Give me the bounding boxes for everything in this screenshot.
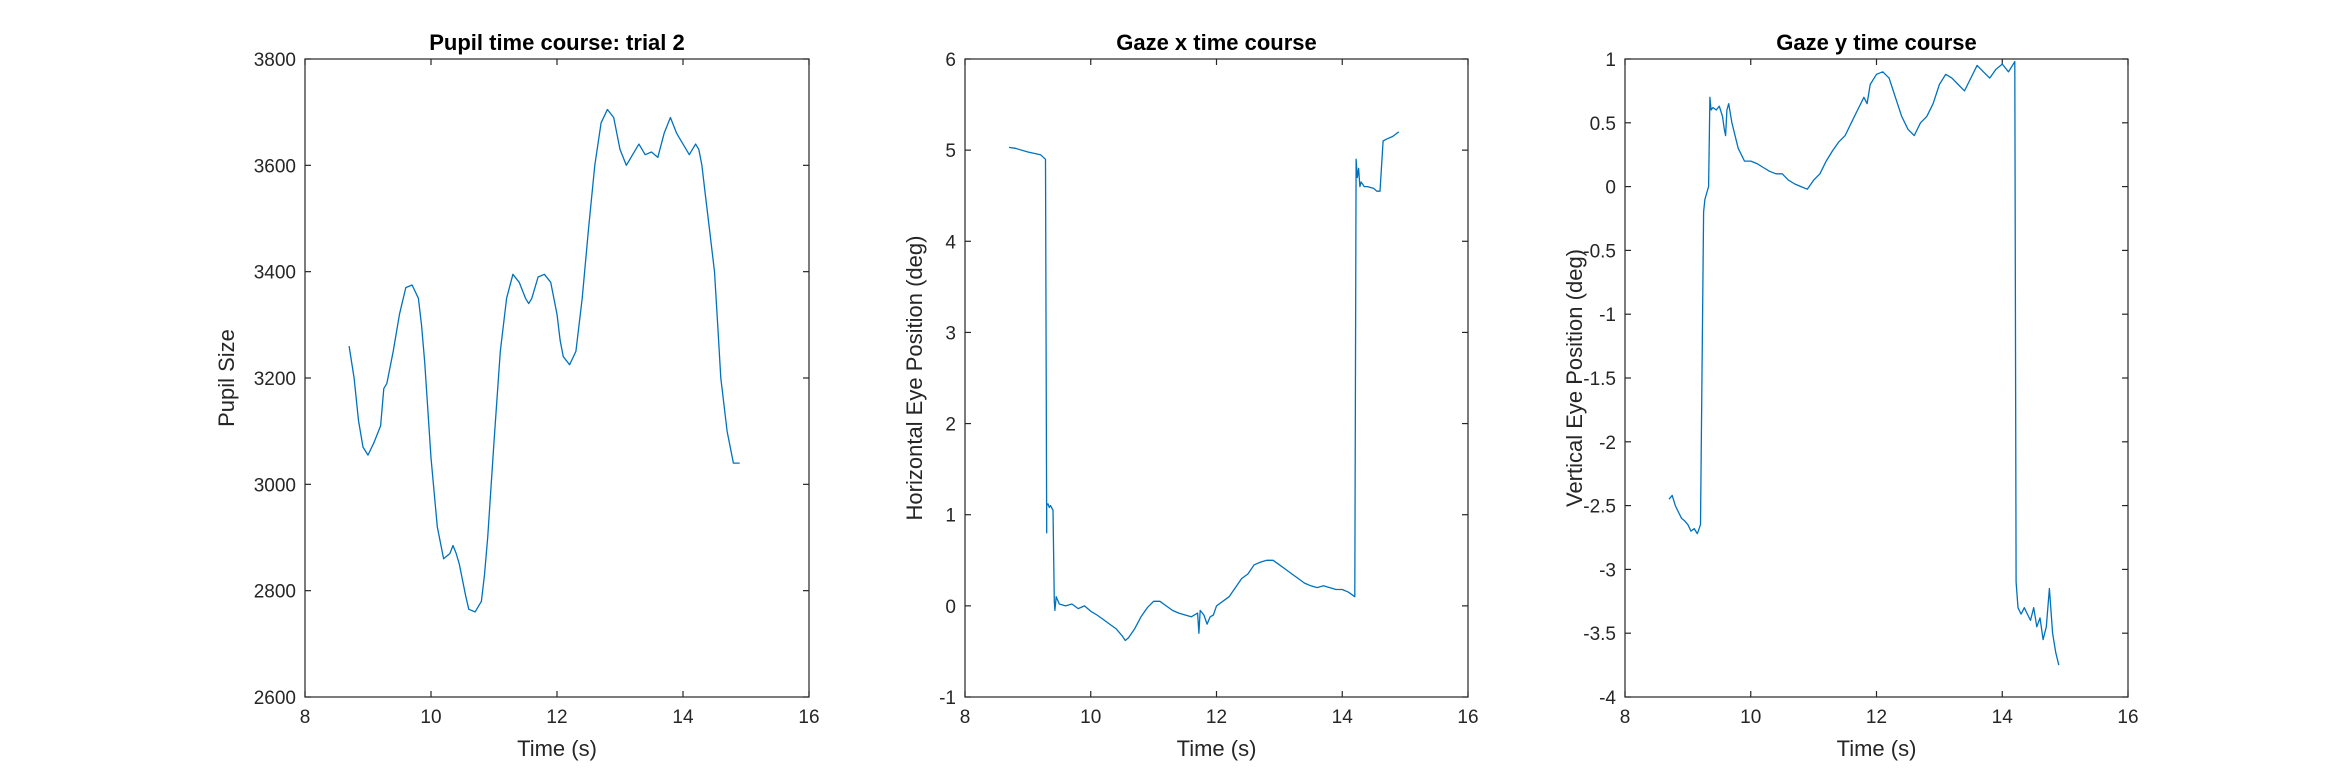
- chart-panel-3: 8 10 12 14 16 -4 -3.5 -3 -2.5 -2 -1.5 -1 -0.5 0 0.5 1 Ga…: [1562, 30, 2139, 761]
- y-tick-label: 0: [1605, 178, 1616, 199]
- axes-box: [1624, 58, 2129, 698]
- y-axis-label: Vertical Eye Position (deg): [1562, 249, 1587, 507]
- y-tick-label: -3.5: [1583, 624, 1616, 645]
- y-tick-label: 0: [945, 597, 956, 618]
- x-tick-label: 8: [960, 707, 971, 728]
- series-line-1: [1668, 60, 2060, 666]
- chart-title: Gaze x time course: [1116, 30, 1317, 55]
- y-tick-label: 6: [945, 50, 956, 71]
- y-tick-label: 2600: [254, 688, 296, 709]
- y-tick-label: -2: [1599, 433, 1616, 454]
- x-tick-label: 16: [798, 707, 819, 728]
- y-tick-label: -1.5: [1583, 369, 1616, 390]
- y-tick-label: 3: [945, 323, 956, 344]
- x-tick-label: 10: [420, 707, 441, 728]
- y-tick-label: 3600: [254, 156, 296, 177]
- series-line-1: [348, 108, 740, 613]
- x-tick-label: 14: [1992, 707, 2014, 728]
- y-tick-label: 3400: [254, 263, 296, 284]
- x-axis-label: Time (s): [1837, 736, 1917, 761]
- y-tick-label: 2: [945, 415, 956, 436]
- y-tick-label: -1: [939, 688, 956, 709]
- chart-panel-1: 8 10 12 14 16 2600 2800 3000 3200 3400 3600 3800 Pup…: [214, 30, 820, 761]
- y-axis-label: Horizontal Eye Position (deg): [902, 236, 927, 521]
- y-tick-label: -2.5: [1583, 497, 1616, 518]
- chart-title: Gaze y time course: [1776, 30, 1977, 55]
- y-tick-label: 5: [945, 141, 956, 162]
- x-tick-label: 8: [1620, 707, 1631, 728]
- y-tick-label: 2800: [254, 582, 296, 603]
- x-tick-label: 8: [300, 707, 311, 728]
- x-tick-label: 10: [1080, 707, 1101, 728]
- y-tick-label: -0.5: [1583, 241, 1616, 262]
- x-tick-label: 16: [2117, 707, 2138, 728]
- chart-title: Pupil time course: trial 2: [429, 30, 685, 55]
- x-axis-label: Time (s): [1177, 736, 1257, 761]
- series-line-1: [1008, 131, 1400, 642]
- x-tick-label: 12: [546, 707, 567, 728]
- y-tick-label: 3000: [254, 475, 296, 496]
- y-tick-label: 0.5: [1590, 114, 1616, 135]
- y-tick-label: -4: [1599, 688, 1616, 709]
- x-axis-label: Time (s): [517, 736, 597, 761]
- y-tick-label: -3: [1599, 560, 1616, 581]
- x-tick-label: 12: [1206, 707, 1227, 728]
- y-tick-label: -1: [1599, 305, 1616, 326]
- x-tick-label: 14: [672, 707, 694, 728]
- y-tick-label: 1: [1605, 50, 1616, 71]
- x-tick-label: 12: [1866, 707, 1887, 728]
- x-tick-label: 10: [1740, 707, 1761, 728]
- axes-box: [304, 58, 810, 698]
- x-tick-label: 14: [1332, 707, 1354, 728]
- y-tick-label: 1: [945, 506, 956, 527]
- y-tick-label: 3800: [254, 50, 296, 71]
- x-tick-label: 16: [1457, 707, 1478, 728]
- y-tick-label: 4: [945, 232, 956, 253]
- y-tick-label: 3200: [254, 369, 296, 390]
- y-axis-label: Pupil Size: [214, 329, 239, 427]
